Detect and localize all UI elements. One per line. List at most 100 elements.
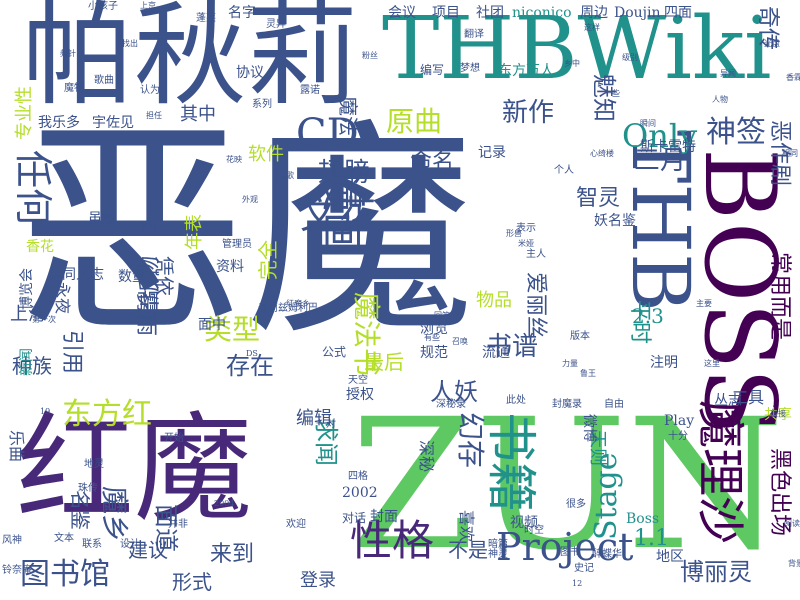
cloud-word: 主要 xyxy=(696,299,712,308)
cloud-word: 永夜 xyxy=(53,282,72,315)
cloud-word: 香花 xyxy=(26,239,54,255)
cloud-word: 上京 xyxy=(140,1,156,10)
cloud-word: 虽然 xyxy=(88,211,116,227)
cloud-word: 背景 xyxy=(788,559,800,568)
cloud-word: 有些 xyxy=(424,333,440,342)
cloud-word: 珠传 xyxy=(78,483,98,494)
cloud-word: 阅读 xyxy=(784,519,800,528)
cloud-word: 资料 xyxy=(216,259,244,275)
cloud-word: 封面 xyxy=(370,509,398,525)
cloud-word: 魔乡 xyxy=(98,486,131,543)
cloud-word: 认为 xyxy=(140,85,160,96)
cloud-word: 喜欢 xyxy=(457,510,476,543)
cloud-word: 自由 xyxy=(604,399,624,410)
cloud-word: 乐曲 xyxy=(7,430,26,463)
cloud-word: 书籍 xyxy=(482,412,540,512)
cloud-word: 召唤 xyxy=(452,337,468,346)
cloud-word: 微博 xyxy=(581,414,597,442)
cloud-word: 相同 xyxy=(782,149,798,158)
cloud-word: 三月 xyxy=(634,146,687,176)
cloud-word: 书谱 xyxy=(486,332,539,362)
cloud-word: 翅膀 xyxy=(318,158,371,188)
cloud-word: 类型 xyxy=(204,313,261,346)
cloud-word: 魔物 xyxy=(64,83,84,94)
cloud-word: 直接 xyxy=(770,409,786,418)
cloud-word: 天空 xyxy=(348,375,368,386)
cloud-word: 帕秋莉 xyxy=(22,0,358,121)
cloud-word: 神灵 xyxy=(488,549,508,560)
cloud-word: 恶魔 xyxy=(18,99,474,365)
cloud-word: 项目 xyxy=(432,5,460,21)
cloud-word: 凭依 xyxy=(152,256,176,296)
cloud-word: 图书馆 xyxy=(20,557,110,592)
cloud-word: 原曲 xyxy=(386,105,443,138)
cloud-word: 引用 xyxy=(59,330,84,375)
cloud-word: 名鉴 xyxy=(68,490,92,530)
cloud-word: 欢迎 xyxy=(286,519,306,530)
cloud-word: 设计 xyxy=(120,539,140,550)
cloud-word: 一对 xyxy=(316,419,336,430)
cloud-word: 此处 xyxy=(506,395,526,406)
cloud-word: 一些 xyxy=(604,89,620,98)
cloud-word: 1.1 xyxy=(634,526,669,551)
cloud-word: 个人 xyxy=(554,165,574,176)
cloud-word: 我乐多 xyxy=(38,115,80,131)
cloud-word: 米娅 xyxy=(518,239,534,248)
cloud-word: 年表 xyxy=(184,214,205,250)
cloud-word: 深秘 xyxy=(417,440,436,473)
cloud-word: 授权 xyxy=(346,387,374,403)
cloud-word: 十分 xyxy=(668,431,688,442)
cloud-word: niconico xyxy=(512,5,572,21)
cloud-word: 同人志 xyxy=(62,267,104,283)
cloud-word: CD xyxy=(296,111,359,157)
cloud-word: 四面 xyxy=(664,5,692,21)
cloud-word: 光盘 xyxy=(764,39,780,48)
cloud-word: 人物 xyxy=(712,95,728,104)
cloud-word: 共享 xyxy=(764,407,792,423)
cloud-word: 小孩子 xyxy=(88,1,118,12)
cloud-word: 深秘录 xyxy=(436,399,466,410)
cloud-word: Play xyxy=(664,413,695,429)
cloud-word: Doujin xyxy=(614,5,661,21)
cloud-word: 妖名鉴 xyxy=(594,213,636,229)
cloud-word: 东方红 xyxy=(62,397,152,432)
cloud-word: 鲁王 xyxy=(580,369,596,378)
cloud-word: 上海 xyxy=(10,304,46,325)
cloud-word: 系列 xyxy=(252,99,272,110)
cloud-word: 对话 xyxy=(342,511,367,525)
cloud-word: 2004 xyxy=(214,499,235,508)
cloud-word: 视频 xyxy=(510,515,538,531)
cloud-word: 丛志 xyxy=(714,393,742,409)
cloud-word: 浏览 xyxy=(420,321,448,337)
cloud-word: 地灵 xyxy=(84,459,104,470)
cloud-word: 最后 xyxy=(364,350,404,374)
cloud-word: 管理员 xyxy=(222,239,252,250)
cloud-word: 斯卡雷特 xyxy=(640,139,696,155)
cloud-word: 时空 xyxy=(524,525,544,536)
cloud-word: 并非 xyxy=(168,519,188,530)
cloud-word: 开始 xyxy=(164,433,184,444)
cloud-word: 面中 xyxy=(198,317,226,333)
cloud-word: 命名 xyxy=(410,150,455,175)
cloud-word: 史记 xyxy=(574,563,594,574)
cloud-word: 版本 xyxy=(570,331,590,342)
cloud-word: 联系 xyxy=(82,539,102,550)
cloud-word: 很多 xyxy=(566,499,586,510)
cloud-word: 记录 xyxy=(478,145,506,161)
cloud-word: 协议 xyxy=(236,65,264,81)
cloud-word: 异闻 xyxy=(720,69,736,78)
cloud-word: 注明 xyxy=(650,355,678,371)
cloud-word: 工具 xyxy=(732,388,765,407)
cloud-word: THBWiki xyxy=(382,0,772,99)
cloud-word: 乡中 xyxy=(564,59,580,68)
cloud-word: 频针 xyxy=(60,49,76,58)
cloud-word: 蓬莱 xyxy=(196,13,216,24)
cloud-word: 魔法 xyxy=(336,96,360,136)
cloud-word: 瞬间 xyxy=(640,119,656,128)
cloud-word: 封魔录 xyxy=(552,399,582,410)
cloud-word: 博丽灵 xyxy=(680,558,752,586)
cloud-word: 文花 xyxy=(300,193,377,237)
cloud-word: 灵异 xyxy=(266,19,286,30)
cloud-word: 力量 xyxy=(562,359,578,368)
